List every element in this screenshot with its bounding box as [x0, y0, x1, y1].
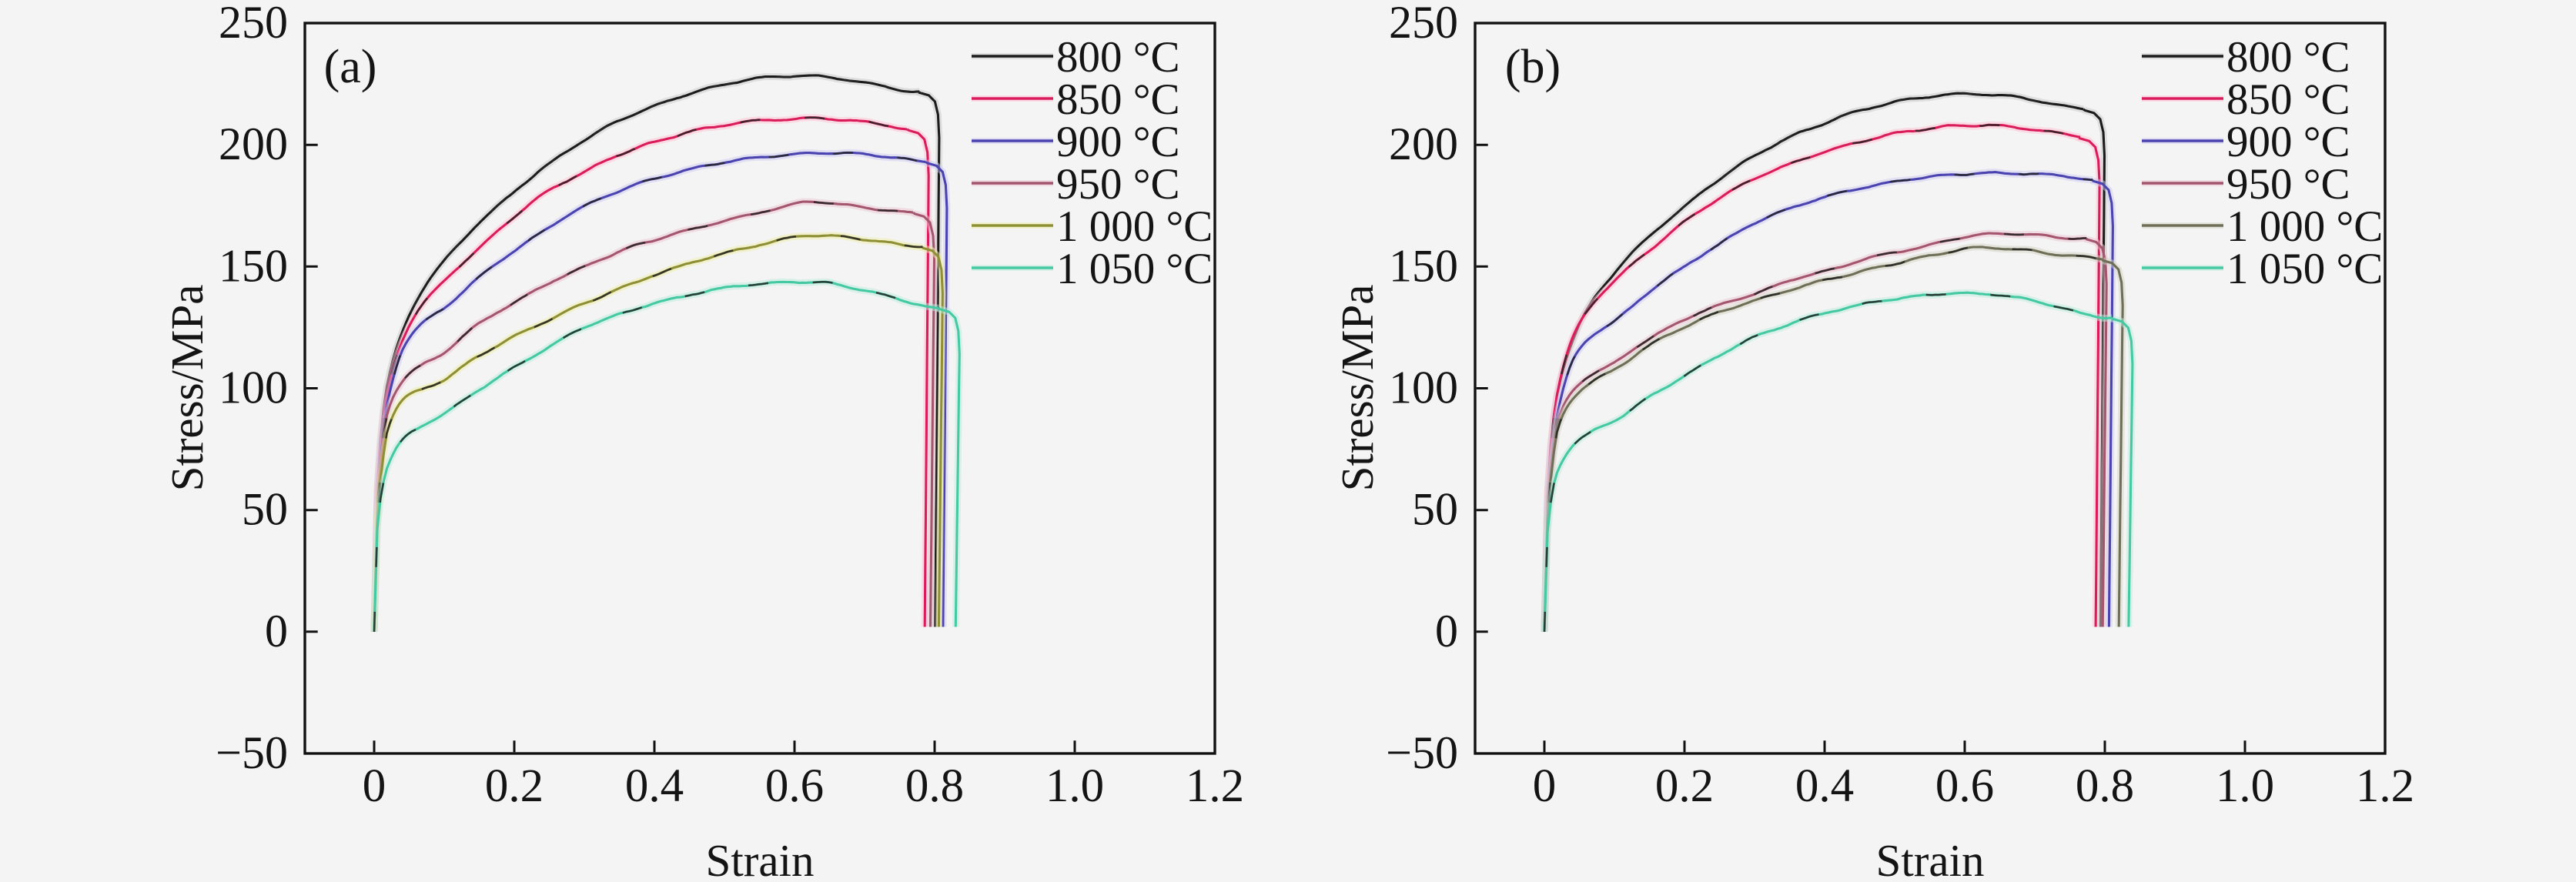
svg-text:0.6: 0.6: [765, 760, 824, 812]
svg-text:1 000 °C: 1 000 °C: [1056, 202, 1213, 251]
svg-text:150: 150: [219, 240, 288, 291]
svg-text:1.2: 1.2: [1186, 760, 1244, 812]
svg-text:100: 100: [219, 362, 288, 413]
svg-text:250: 250: [219, 0, 288, 48]
svg-text:850 °C: 850 °C: [1056, 75, 1180, 124]
svg-text:Stress/MPa: Stress/MPa: [162, 285, 212, 492]
svg-text:0.2: 0.2: [485, 760, 544, 812]
svg-text:0: 0: [1533, 760, 1557, 812]
svg-text:1 000 °C: 1 000 °C: [2226, 202, 2383, 251]
svg-text:1.0: 1.0: [2216, 760, 2274, 812]
svg-text:900 °C: 900 °C: [1056, 118, 1180, 166]
svg-text:150: 150: [1389, 240, 1458, 291]
svg-text:900 °C: 900 °C: [2226, 118, 2350, 166]
svg-text:Strain: Strain: [1876, 835, 1985, 882]
svg-text:800 °C: 800 °C: [2226, 33, 2350, 82]
svg-text:850 °C: 850 °C: [2226, 75, 2350, 124]
svg-text:0.2: 0.2: [1655, 760, 1714, 812]
svg-text:950 °C: 950 °C: [2226, 160, 2350, 209]
svg-text:0.6: 0.6: [1935, 760, 1994, 812]
svg-text:−50: −50: [216, 727, 288, 778]
svg-text:Stress/MPa: Stress/MPa: [1332, 285, 1383, 492]
svg-text:1.2: 1.2: [2356, 760, 2414, 812]
svg-text:0.8: 0.8: [2076, 760, 2134, 812]
svg-text:250: 250: [1389, 0, 1458, 48]
svg-text:50: 50: [1412, 484, 1458, 535]
svg-text:0: 0: [1435, 606, 1458, 656]
svg-text:(a): (a): [324, 41, 377, 93]
svg-text:0: 0: [363, 760, 386, 812]
svg-text:950 °C: 950 °C: [1056, 160, 1180, 209]
svg-text:100: 100: [1389, 362, 1458, 413]
svg-text:50: 50: [242, 484, 288, 535]
svg-text:0.4: 0.4: [1795, 760, 1854, 812]
svg-text:−50: −50: [1386, 727, 1458, 778]
svg-text:1 050 °C: 1 050 °C: [1056, 245, 1213, 293]
svg-text:200: 200: [219, 119, 288, 169]
svg-text:0.8: 0.8: [905, 760, 964, 812]
svg-text:200: 200: [1389, 119, 1458, 169]
svg-text:Strain: Strain: [706, 835, 815, 882]
svg-text:0: 0: [265, 606, 288, 656]
svg-text:0.4: 0.4: [625, 760, 684, 812]
svg-text:(b): (b): [1505, 41, 1561, 93]
svg-text:1.0: 1.0: [1045, 760, 1104, 812]
svg-text:1 050 °C: 1 050 °C: [2226, 245, 2383, 293]
svg-text:800 °C: 800 °C: [1056, 33, 1180, 82]
